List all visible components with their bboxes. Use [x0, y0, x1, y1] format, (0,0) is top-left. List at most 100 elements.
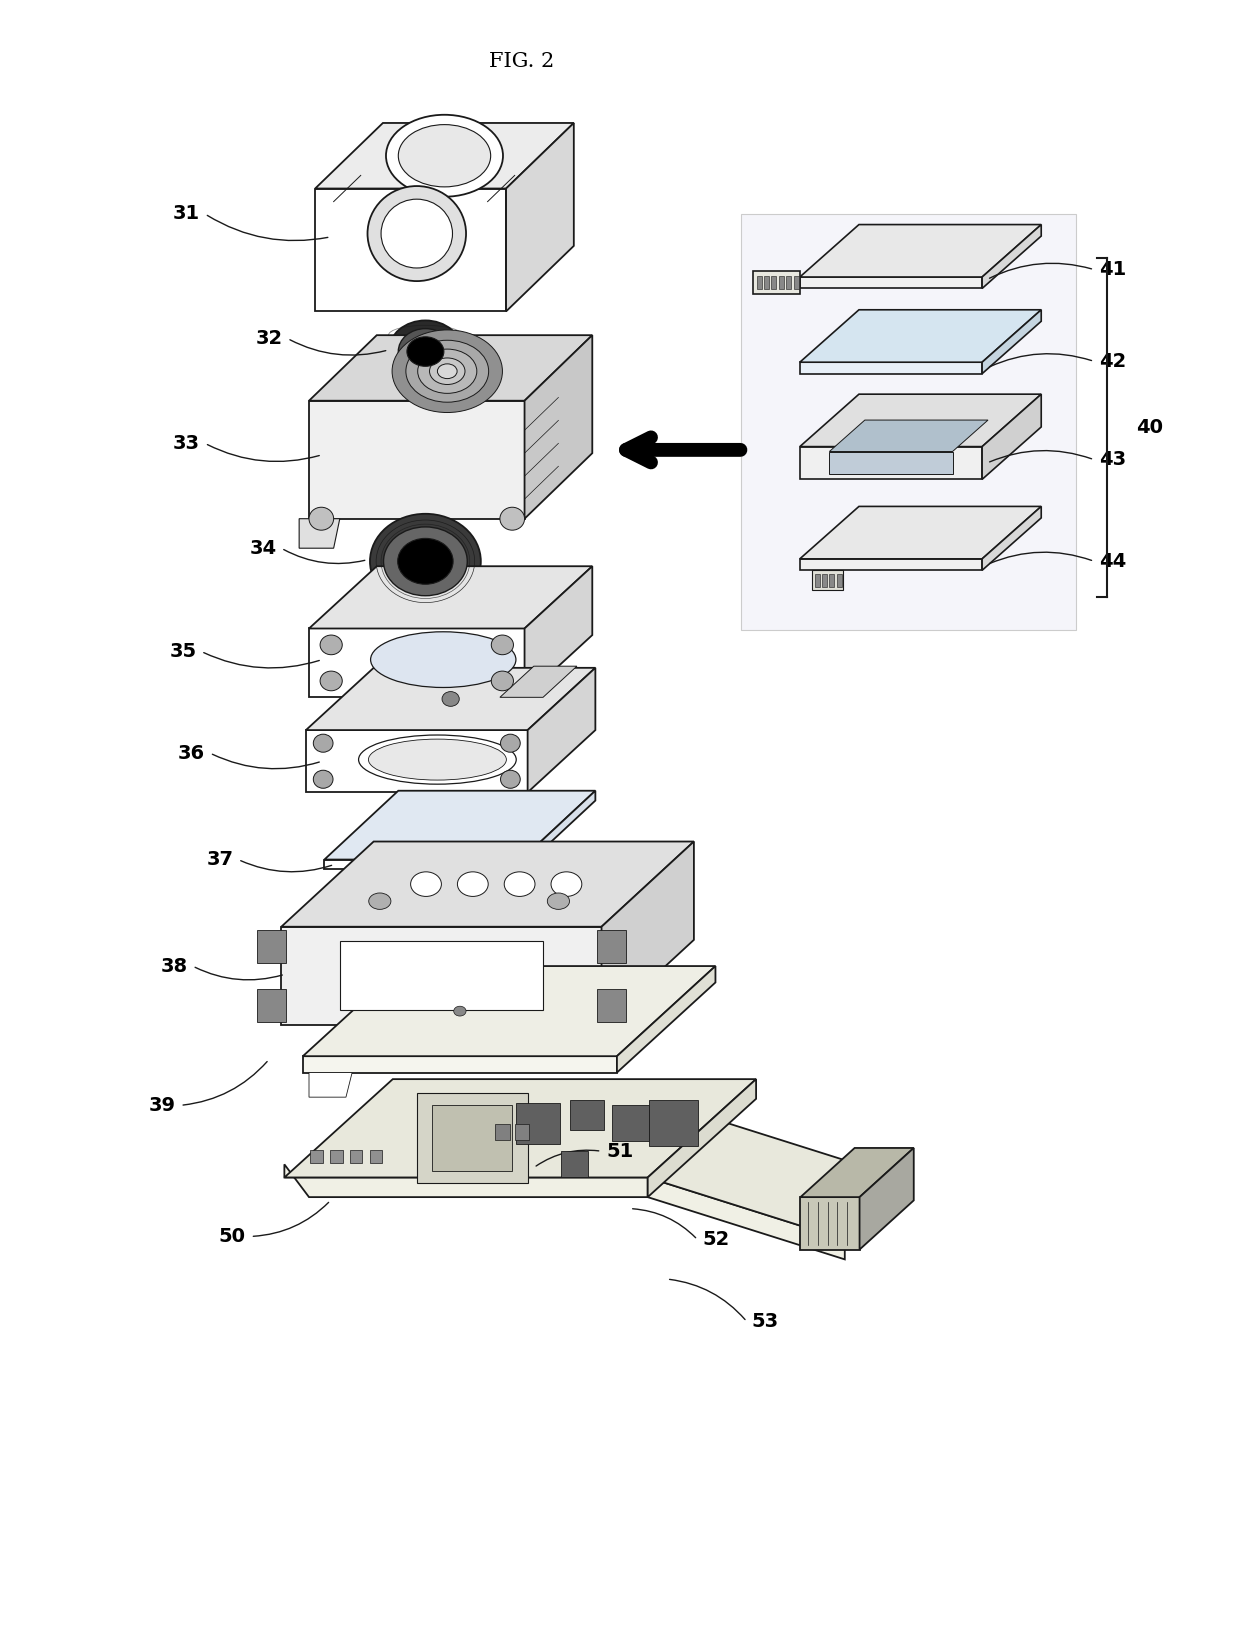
Polygon shape: [837, 573, 842, 586]
Text: 35: 35: [169, 642, 196, 660]
Polygon shape: [764, 277, 769, 290]
Polygon shape: [800, 506, 1042, 558]
Polygon shape: [522, 791, 595, 870]
Polygon shape: [350, 1150, 362, 1163]
Polygon shape: [982, 224, 1042, 288]
Text: FIG. 2: FIG. 2: [489, 53, 554, 71]
Polygon shape: [284, 1079, 756, 1178]
Text: 39: 39: [149, 1095, 175, 1115]
Polygon shape: [303, 967, 715, 1056]
Polygon shape: [859, 1148, 914, 1250]
Ellipse shape: [410, 871, 441, 896]
Polygon shape: [525, 567, 593, 697]
Polygon shape: [528, 667, 595, 792]
Text: 50: 50: [218, 1227, 246, 1245]
Ellipse shape: [505, 871, 534, 896]
Ellipse shape: [429, 357, 465, 384]
Polygon shape: [794, 277, 799, 290]
Polygon shape: [800, 362, 982, 374]
Ellipse shape: [551, 871, 582, 896]
Polygon shape: [771, 277, 776, 290]
Ellipse shape: [458, 871, 489, 896]
Ellipse shape: [368, 740, 506, 781]
Ellipse shape: [491, 636, 513, 656]
Polygon shape: [309, 567, 593, 629]
Polygon shape: [306, 667, 595, 730]
Polygon shape: [800, 558, 982, 570]
Text: 38: 38: [160, 957, 187, 975]
Polygon shape: [800, 394, 1042, 446]
Polygon shape: [786, 277, 791, 290]
Ellipse shape: [320, 670, 342, 690]
Polygon shape: [370, 1150, 382, 1163]
Ellipse shape: [392, 329, 502, 412]
Text: 33: 33: [172, 433, 200, 453]
Ellipse shape: [407, 338, 444, 366]
Polygon shape: [801, 1197, 859, 1250]
Ellipse shape: [454, 1006, 466, 1016]
Ellipse shape: [309, 507, 334, 530]
Polygon shape: [830, 573, 835, 586]
Ellipse shape: [314, 771, 334, 789]
Text: 53: 53: [751, 1313, 779, 1331]
Polygon shape: [309, 336, 593, 400]
Ellipse shape: [386, 115, 503, 196]
Polygon shape: [562, 1151, 589, 1178]
Ellipse shape: [501, 771, 521, 789]
Polygon shape: [315, 124, 574, 188]
Ellipse shape: [383, 527, 467, 596]
Polygon shape: [570, 1100, 604, 1130]
Ellipse shape: [405, 341, 489, 402]
Polygon shape: [257, 931, 286, 963]
Polygon shape: [306, 730, 528, 792]
Ellipse shape: [368, 893, 391, 909]
Polygon shape: [281, 927, 601, 1024]
Polygon shape: [812, 570, 843, 590]
Ellipse shape: [501, 735, 521, 753]
Polygon shape: [649, 1100, 698, 1146]
Polygon shape: [515, 1123, 529, 1140]
Polygon shape: [982, 394, 1042, 479]
Polygon shape: [309, 1072, 352, 1097]
Polygon shape: [647, 1118, 910, 1240]
Ellipse shape: [358, 735, 516, 784]
Ellipse shape: [398, 125, 491, 186]
Polygon shape: [800, 310, 1042, 362]
Polygon shape: [281, 842, 694, 927]
Polygon shape: [982, 506, 1042, 570]
Polygon shape: [257, 988, 286, 1021]
Polygon shape: [596, 988, 626, 1021]
Ellipse shape: [381, 199, 453, 268]
Polygon shape: [830, 451, 952, 474]
Polygon shape: [800, 446, 982, 479]
Polygon shape: [500, 665, 577, 697]
Ellipse shape: [370, 514, 481, 609]
Polygon shape: [801, 1148, 914, 1197]
Polygon shape: [417, 1094, 528, 1183]
Ellipse shape: [398, 329, 453, 374]
Polygon shape: [601, 842, 694, 1024]
Text: 42: 42: [1099, 352, 1126, 371]
Polygon shape: [611, 1105, 649, 1141]
Polygon shape: [756, 277, 761, 290]
Ellipse shape: [438, 364, 458, 379]
Polygon shape: [325, 791, 595, 860]
Text: 36: 36: [177, 743, 205, 763]
Polygon shape: [830, 420, 988, 451]
Text: 43: 43: [1099, 450, 1126, 469]
Polygon shape: [753, 272, 800, 295]
Text: 52: 52: [702, 1230, 729, 1248]
Text: 44: 44: [1099, 552, 1126, 572]
Ellipse shape: [547, 893, 569, 909]
Polygon shape: [982, 310, 1042, 374]
Polygon shape: [815, 573, 820, 586]
Polygon shape: [330, 1150, 342, 1163]
Ellipse shape: [388, 321, 463, 382]
Polygon shape: [506, 124, 574, 311]
Polygon shape: [525, 336, 593, 519]
Ellipse shape: [441, 692, 459, 707]
Polygon shape: [325, 860, 522, 870]
Polygon shape: [822, 573, 827, 586]
Polygon shape: [647, 1178, 844, 1260]
Ellipse shape: [367, 186, 466, 282]
